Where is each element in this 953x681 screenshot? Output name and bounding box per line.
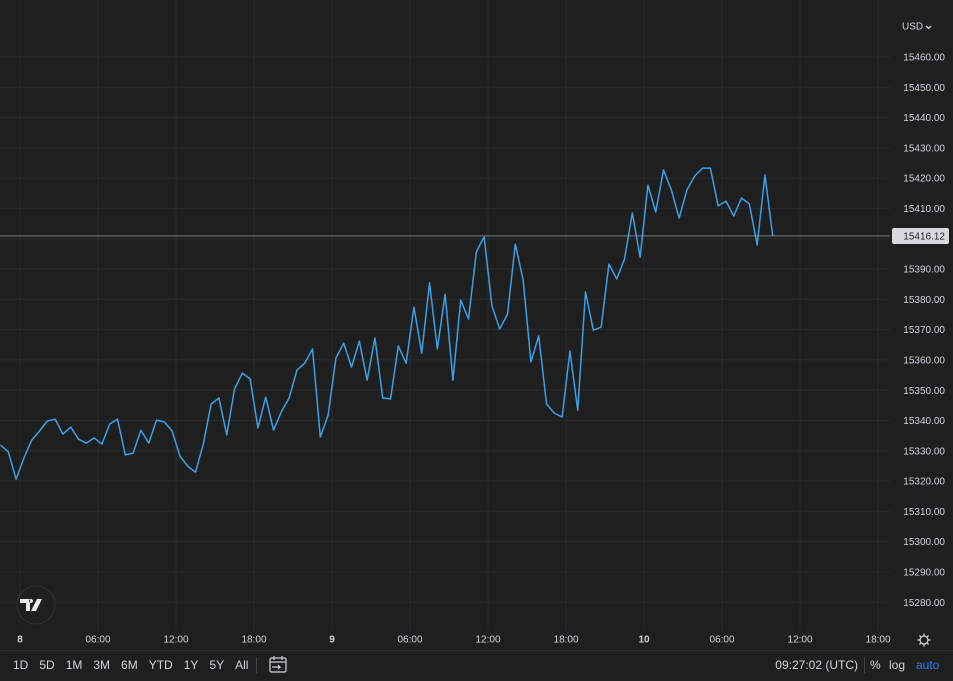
- percent-toggle[interactable]: %: [870, 658, 881, 672]
- range-button[interactable]: 1D: [13, 658, 29, 672]
- y-tick-label: 15440.00: [903, 113, 945, 124]
- x-tick-label: 10: [638, 635, 650, 646]
- x-tick-label: 8: [17, 635, 23, 646]
- log-toggle[interactable]: log: [889, 658, 905, 672]
- x-tick-label: 18:00: [866, 635, 891, 646]
- x-tick-label: 12:00: [476, 635, 501, 646]
- currency[interactable]: USD: [902, 22, 923, 33]
- currency-caret[interactable]: [925, 25, 932, 30]
- x-tick-label: 12:00: [164, 635, 189, 646]
- range-button[interactable]: 1Y: [184, 658, 199, 672]
- date-range-icon[interactable]: [269, 656, 287, 673]
- x-tick-label: 06:00: [710, 635, 735, 646]
- y-tick-label: 15290.00: [903, 567, 945, 578]
- last-price-box: [892, 227, 949, 244]
- range-button[interactable]: YTD: [149, 658, 173, 672]
- clock: 09:27:02 (UTC): [775, 658, 858, 672]
- x-tick-label: 06:00: [398, 635, 423, 646]
- gear-teeth[interactable]: [917, 633, 931, 647]
- y-tick-label: 15280.00: [903, 598, 945, 609]
- price-line: [0, 167, 774, 480]
- y-tick-label: 15460.00: [903, 53, 945, 64]
- auto-toggle[interactable]: auto: [916, 658, 940, 672]
- y-tick-label: 15410.00: [903, 204, 945, 215]
- y-tick-label: 15390.00: [903, 265, 945, 276]
- gear[interactable]: [919, 635, 929, 645]
- y-tick-label: 15340.00: [903, 416, 945, 427]
- range-button[interactable]: 5Y: [209, 658, 224, 672]
- calendar-lines[interactable]: [270, 656, 286, 670]
- y-tick-label: 15380.00: [903, 295, 945, 306]
- y-tick-label: 15370.00: [903, 325, 945, 336]
- range-button[interactable]: All: [235, 658, 248, 672]
- range-button[interactable]: 5D: [39, 658, 55, 672]
- y-tick-label: 15450.00: [903, 83, 945, 94]
- x-tick-label: 12:00: [788, 635, 813, 646]
- settings-icon[interactable]: [917, 633, 931, 647]
- y-tick-label: 15300.00: [903, 537, 945, 548]
- range-button[interactable]: 6M: [121, 658, 138, 672]
- logo[interactable]: [16, 585, 56, 625]
- x-tick-label: 06:00: [86, 635, 111, 646]
- x-tick-label: 18:00: [554, 635, 579, 646]
- y-tick-label: 15350.00: [903, 386, 945, 397]
- x-tick-label: 9: [329, 635, 335, 646]
- range-button[interactable]: 1M: [66, 658, 83, 672]
- last-price-label: 15416.12: [903, 232, 945, 243]
- calendar[interactable]: [269, 657, 287, 673]
- y-tick-label: 15330.00: [903, 446, 945, 457]
- y-tick-label: 15320.00: [903, 477, 945, 488]
- range-button[interactable]: 3M: [93, 658, 110, 672]
- y-tick-label: 15430.00: [903, 143, 945, 154]
- y-tick-label: 15420.00: [903, 174, 945, 185]
- logo-mark[interactable]: [20, 599, 42, 611]
- y-tick-label: 15310.00: [903, 507, 945, 518]
- y-tick-label: 15360.00: [903, 355, 945, 366]
- x-tick-label: 18:00: [242, 635, 267, 646]
